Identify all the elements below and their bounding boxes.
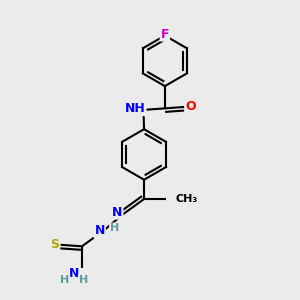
Text: H: H — [60, 275, 69, 285]
Text: N: N — [68, 267, 79, 280]
Text: NH: NH — [125, 102, 146, 115]
Text: H: H — [79, 275, 88, 285]
Text: N: N — [112, 206, 122, 219]
Text: F: F — [160, 28, 169, 40]
Text: S: S — [50, 238, 59, 251]
Text: O: O — [185, 100, 196, 113]
Text: CH₃: CH₃ — [176, 194, 198, 204]
Text: N: N — [94, 224, 105, 237]
Text: H: H — [110, 224, 119, 233]
